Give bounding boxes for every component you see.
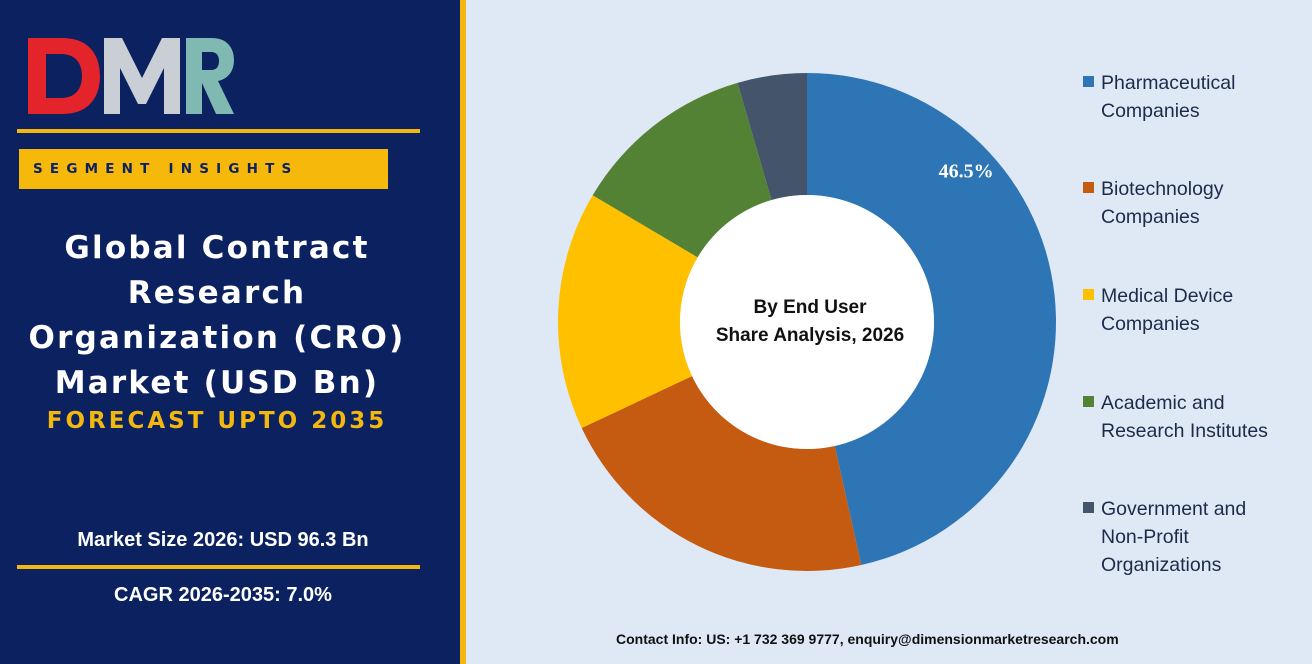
legend-swatch bbox=[1083, 182, 1094, 193]
legend-swatch bbox=[1083, 76, 1094, 87]
donut-chart: 46.5% By End User Share Analysis, 2026 bbox=[558, 73, 1056, 571]
donut-slice-government-and-non-profit-organizations bbox=[737, 73, 807, 201]
chart-panel: 46.5% By End User Share Analysis, 2026 Pha… bbox=[466, 0, 1312, 664]
segment-insights-banner bbox=[19, 149, 388, 189]
contact-info: Contact Info: US: +1 732 369 9777, enqui… bbox=[616, 631, 1119, 647]
report-title-line-2: Research bbox=[127, 275, 307, 311]
segment-insights-label: SEGMENT INSIGHTS bbox=[33, 161, 299, 177]
legend-swatch bbox=[1083, 502, 1094, 513]
market-size: Market Size 2026: USD 96.3 Bn bbox=[77, 529, 369, 551]
forecast-label: FORECAST UPTO 2035 bbox=[46, 408, 388, 434]
legend-label: Biotechnology Companies bbox=[1101, 178, 1224, 228]
center-label-line-2: Share Analysis, 2026 bbox=[716, 325, 904, 346]
cagr: CAGR 2026-2035: 7.0% bbox=[114, 584, 332, 606]
dmr-logo bbox=[28, 38, 234, 114]
logo-letter-m bbox=[104, 38, 180, 114]
legend-label: Government and Non-Profit Organizations bbox=[1101, 498, 1247, 576]
legend-label: Academic and Research Institutes bbox=[1101, 392, 1268, 442]
legend-swatch bbox=[1083, 396, 1094, 407]
left-panel: SEGMENT INSIGHTS Global Contract Researc… bbox=[0, 0, 460, 664]
logo-letter-d bbox=[28, 38, 100, 114]
donut-slice-pharmaceutical-companies bbox=[807, 73, 1056, 566]
report-title-line-3: Organization (CRO) bbox=[28, 320, 406, 356]
report-title-line-1: Global Contract bbox=[64, 230, 370, 266]
donut-slice-biotechnology-companies bbox=[581, 376, 862, 571]
gold-divider-bottom bbox=[17, 565, 420, 569]
gold-divider-top bbox=[17, 129, 420, 133]
donut-slice-academic-and-research-institutes bbox=[592, 82, 772, 258]
legend-swatch bbox=[1083, 289, 1094, 300]
legend-label: Pharmaceutical Companies bbox=[1101, 72, 1236, 122]
center-label-line-1: By End User bbox=[754, 297, 868, 318]
gold-vertical-divider bbox=[460, 0, 466, 664]
logo-letter-r bbox=[186, 38, 234, 114]
data-label-0: 46.5% bbox=[939, 161, 994, 183]
report-title-line-4: Market (USD Bn) bbox=[54, 365, 380, 401]
legend-label: Medical Device Companies bbox=[1101, 285, 1234, 335]
donut-hole bbox=[680, 195, 934, 449]
donut-slice-medical-device-companies bbox=[558, 195, 698, 429]
